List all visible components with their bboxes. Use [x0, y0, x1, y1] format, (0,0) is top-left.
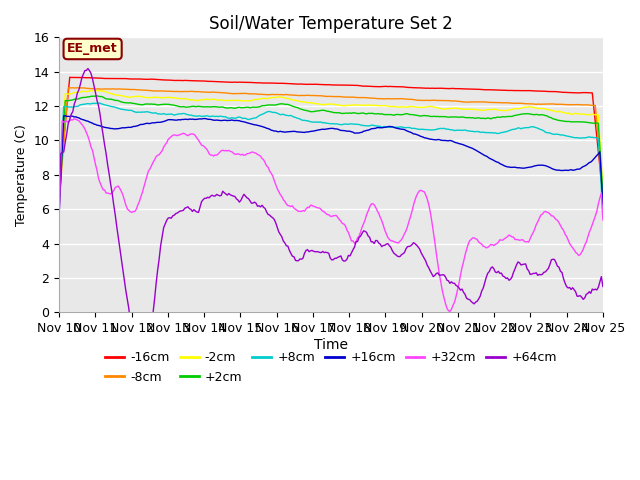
Y-axis label: Temperature (C): Temperature (C) — [15, 124, 28, 226]
+32cm — [70, 116, 78, 121]
+8cm — [570, 135, 578, 141]
+2cm — [294, 105, 302, 111]
-16cm — [237, 79, 244, 85]
Line: -8cm: -8cm — [59, 88, 603, 200]
+8cm — [599, 210, 607, 216]
-16cm — [219, 79, 227, 85]
+32cm — [55, 214, 63, 219]
+2cm — [124, 100, 131, 106]
-8cm — [599, 189, 607, 195]
+16cm — [237, 119, 244, 124]
-2cm — [570, 111, 578, 117]
+32cm — [124, 206, 131, 212]
+2cm — [219, 104, 227, 110]
-16cm — [55, 184, 63, 190]
-8cm — [570, 102, 578, 108]
Line: +2cm: +2cm — [59, 96, 603, 206]
Line: -16cm: -16cm — [59, 77, 603, 195]
+64cm — [239, 194, 246, 200]
-8cm — [69, 85, 77, 91]
-16cm — [124, 76, 131, 82]
+32cm — [446, 309, 454, 314]
Line: -2cm: -2cm — [59, 91, 603, 203]
-2cm — [124, 94, 131, 100]
+64cm — [248, 200, 255, 206]
-2cm — [93, 88, 101, 94]
+16cm — [570, 167, 578, 173]
-8cm — [246, 91, 254, 96]
+8cm — [96, 100, 104, 106]
+8cm — [55, 192, 63, 198]
-2cm — [599, 186, 607, 192]
-2cm — [294, 98, 302, 104]
Line: +64cm: +64cm — [59, 69, 603, 380]
Line: +16cm: +16cm — [59, 116, 603, 214]
-16cm — [294, 81, 302, 87]
-2cm — [219, 97, 227, 103]
+32cm — [246, 150, 254, 156]
Line: +32cm: +32cm — [59, 119, 603, 312]
Text: EE_met: EE_met — [67, 42, 118, 56]
-16cm — [570, 90, 578, 96]
+2cm — [246, 105, 254, 111]
+16cm — [61, 113, 69, 119]
+64cm — [84, 66, 92, 72]
+2cm — [55, 204, 63, 209]
+2cm — [570, 119, 578, 125]
+16cm — [124, 125, 131, 131]
+64cm — [572, 289, 579, 295]
Legend: -16cm, -8cm, -2cm, +2cm, +8cm, +16cm, +32cm, +64cm: -16cm, -8cm, -2cm, +2cm, +8cm, +16cm, +3… — [100, 347, 562, 389]
+16cm — [55, 211, 63, 216]
+16cm — [294, 129, 302, 135]
+64cm — [124, 297, 131, 302]
+8cm — [294, 116, 302, 121]
+8cm — [246, 116, 254, 122]
+64cm — [220, 190, 228, 195]
+64cm — [296, 256, 304, 262]
-16cm — [246, 80, 254, 85]
-2cm — [246, 98, 254, 104]
-8cm — [124, 86, 131, 92]
+8cm — [124, 107, 131, 113]
+32cm — [237, 152, 244, 158]
+32cm — [219, 147, 227, 153]
X-axis label: Time: Time — [314, 338, 348, 352]
-8cm — [237, 91, 244, 96]
+64cm — [599, 284, 607, 289]
+32cm — [599, 217, 607, 223]
+16cm — [246, 121, 254, 127]
+16cm — [599, 202, 607, 207]
-2cm — [55, 200, 63, 206]
+2cm — [599, 192, 607, 197]
Title: Soil/Water Temperature Set 2: Soil/Water Temperature Set 2 — [209, 15, 453, 33]
+2cm — [237, 105, 244, 110]
-2cm — [237, 98, 244, 104]
+32cm — [294, 208, 302, 214]
Line: +8cm: +8cm — [59, 103, 603, 213]
+8cm — [219, 114, 227, 120]
-8cm — [294, 93, 302, 98]
-16cm — [66, 74, 74, 80]
-8cm — [55, 197, 63, 203]
-8cm — [219, 90, 227, 96]
+32cm — [572, 250, 579, 255]
+64cm — [140, 377, 148, 383]
+16cm — [219, 118, 227, 123]
+2cm — [93, 93, 101, 99]
-16cm — [599, 192, 607, 198]
+64cm — [55, 203, 63, 209]
+8cm — [237, 115, 244, 120]
